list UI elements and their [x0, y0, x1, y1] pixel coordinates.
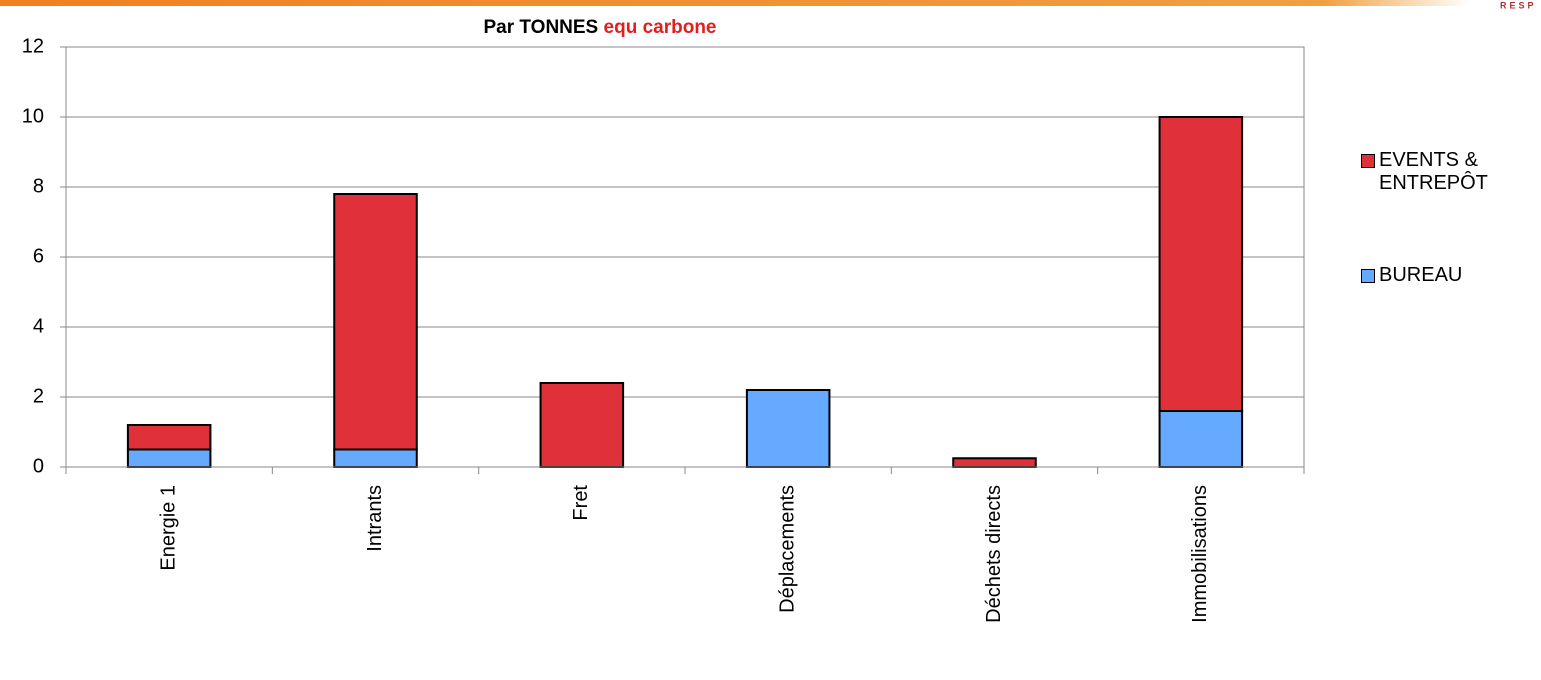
y-tick-label: 0 [33, 455, 44, 477]
legend-swatch [1361, 269, 1375, 283]
y-tick-label: 8 [33, 175, 44, 197]
x-tick-label: Fret [570, 485, 592, 521]
x-tick-label: Déplacements [776, 485, 798, 613]
bar-segment [333, 448, 418, 468]
legend-label: BUREAU [1379, 264, 1463, 286]
chart-title: Par TONNES equ carbone [483, 17, 716, 38]
bar-segment [1158, 410, 1244, 468]
title-highlight: equ carbone [604, 17, 717, 38]
y-tick-label: 4 [33, 315, 44, 337]
legend-swatch [1361, 154, 1375, 168]
y-tick-label: 2 [33, 385, 44, 407]
header-band [0, 0, 1470, 6]
bar-segment [745, 389, 831, 468]
x-tick-label: Déchets directs [983, 485, 1005, 623]
bar-segment [1158, 116, 1244, 412]
bar-segment [126, 448, 212, 468]
logo-text: RESP [1500, 0, 1537, 10]
x-tick-label: Energie 1 [157, 485, 179, 571]
legend-item: EVENTS & ENTREPÔT [1361, 149, 1541, 195]
y-tick-label: 12 [22, 35, 44, 57]
y-tick-label: 10 [22, 105, 44, 127]
legend-label: EVENTS & ENTREPÔT [1379, 149, 1488, 194]
bar-segment [126, 424, 212, 451]
title-part: Par TONNES [483, 17, 598, 38]
y-tick-label: 6 [33, 245, 44, 267]
legend-item: BUREAU [1361, 264, 1541, 287]
x-tick-label: Intrants [364, 485, 386, 552]
bar-segment [539, 382, 625, 468]
x-tick-label: Immobilisations [1189, 485, 1211, 623]
bar-segment [333, 193, 418, 451]
bar-segment [952, 457, 1037, 468]
